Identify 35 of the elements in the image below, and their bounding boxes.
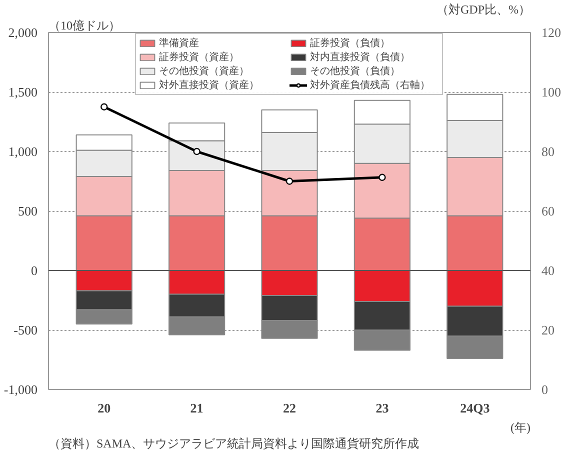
text: （資料）SAMA、サウジアラビア統計局資料より国際通貨研究所作成 [48,436,420,450]
y2-tick-label: 120 [542,25,561,40]
legend-label: 証券投資（負債） [310,36,391,50]
y2-tick-label: 0 [542,382,548,397]
y2-axis-title: （対GDP比、%） [436,2,531,16]
y-tick-label: 1,000 [8,144,38,159]
x-axis-title: (年) [510,420,531,434]
x-tick-label: 24Q3 [460,400,490,416]
y-tick-label: 1,500 [8,84,38,100]
legend-label: 対内直接投資（負債） [310,50,411,64]
legend-label: 対外資産負債残高（右軸） [310,78,431,92]
y-tick-label: 2,000 [8,25,38,40]
y2-tick-label: 60 [542,204,554,218]
legend-label: 証券投資（資産） [159,50,240,64]
x-tick-label: 23 [376,400,390,416]
x-tick-label: 20 [98,400,111,416]
y2-tick-label: 100 [542,84,561,100]
y-tick-label: -500 [14,322,38,338]
legend-label: 準備資産 [159,36,200,50]
legend-label: その他投資（負債） [310,64,401,78]
point [378,174,386,181]
y2-tick-label: 80 [542,144,554,159]
point [193,148,200,156]
y2-tick-label: 40 [542,263,554,278]
legend-label: その他投資（資産） [159,64,250,78]
point [286,178,294,185]
y-tick-label: -1,000 [4,382,38,397]
y-tick-label: 500 [18,204,38,218]
y-axis-title: （10億ドル） [48,18,120,32]
y2-tick-label: 20 [542,322,554,338]
point [100,103,108,110]
x-tick-label: 21 [190,400,204,416]
y-tick-label: 0 [31,263,38,278]
x-tick-label: 22 [283,400,296,416]
legend-label: 対外直接投資（資産） [159,78,260,92]
